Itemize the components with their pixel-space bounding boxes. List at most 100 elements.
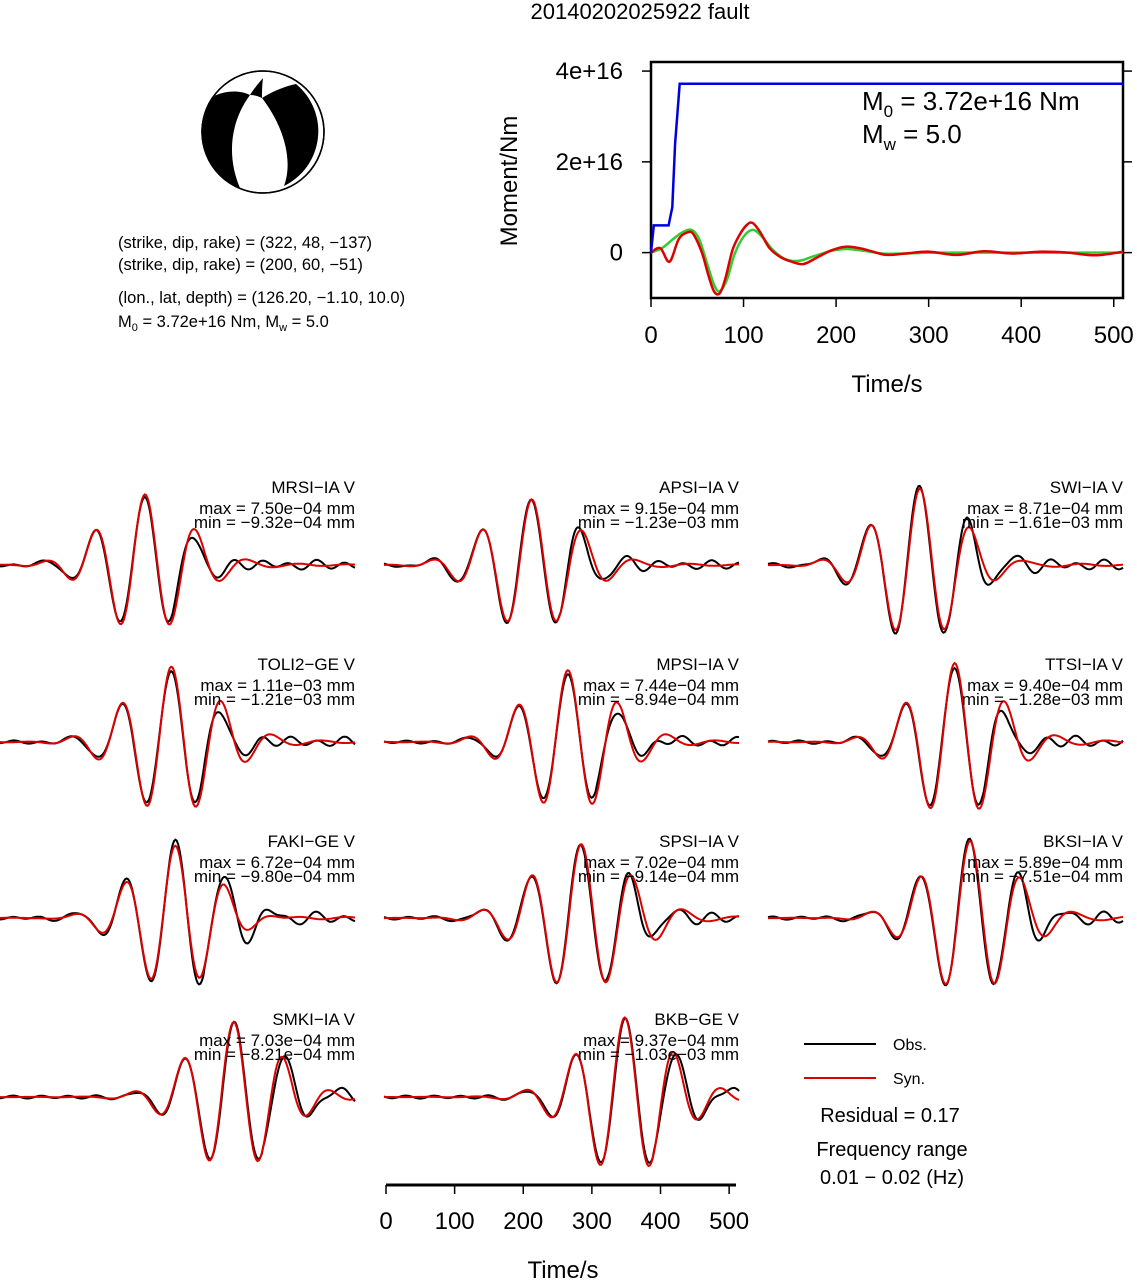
moment-ytick-label: 4e+16 (556, 58, 623, 85)
moment-ytick-label: 2e+16 (556, 149, 623, 176)
moment-xtick-label: 300 (909, 322, 949, 349)
moment-series-2 (650, 228, 1123, 293)
waveform-xtick-label: 0 (379, 1208, 392, 1235)
station-name: SWI−IA V (1050, 478, 1124, 497)
station-name: FAKI−GE V (268, 832, 356, 851)
moment-xtick-label: 200 (816, 322, 856, 349)
station-min: min = −1.23e−03 mm (578, 513, 739, 532)
moment-xtick-label: 400 (1001, 322, 1041, 349)
waveform-xtick-label: 400 (640, 1208, 680, 1235)
station-min: min = −8.21e−04 mm (194, 1045, 355, 1064)
station-max: max = 7.03e−04 mm (199, 1031, 355, 1050)
station-trace-syn (0, 665, 356, 808)
station-name: MPSI−IA V (656, 655, 739, 674)
station-trace-syn (384, 1016, 740, 1168)
station-name: APSI−IA V (659, 478, 740, 497)
waveform-time-axis: 0 100 200 300 400 500 (379, 1183, 749, 1235)
station-trace-syn (0, 493, 356, 626)
station-trace-syn (768, 839, 1124, 986)
nodal-plane-2-text: (strike, dip, rake) = (200, 60, −51) (118, 256, 363, 274)
station-trace-syn (768, 487, 1124, 632)
station-min: min = −7.51e−04 mm (962, 867, 1123, 886)
station-name: TOLI2−GE V (258, 655, 356, 674)
station-max: max = 9.37e−04 mm (583, 1031, 739, 1050)
moment-series (649, 82, 1124, 296)
waveform-xtick-label: 300 (572, 1208, 612, 1235)
station-max: max = 5.89e−04 mm (967, 853, 1123, 872)
station-max: max = 7.02e−04 mm (583, 853, 739, 872)
station-max: max = 1.11e−03 mm (200, 676, 355, 695)
station-name: MRSI−IA V (271, 478, 355, 497)
station-min: min = −1.61e−03 mm (962, 513, 1123, 532)
moment-xtick-label: 500 (1094, 322, 1134, 349)
station-name: SMKI−IA V (272, 1010, 355, 1029)
moment-xtick-label: 0 (644, 322, 657, 349)
station-max: max = 7.44e−04 mm (583, 676, 739, 695)
station-min: min = −9.14e−04 mm (578, 867, 739, 886)
moment-plot-frame (649, 60, 1125, 300)
station-trace-syn (384, 843, 740, 984)
moment-function-plot: 0 100 200 300 400 500 0 2e+16 4e+16 Moment/Nm Ti… (496, 58, 1134, 398)
moment-xlabel: Time/s (851, 371, 922, 398)
location-text: (lon., lat, depth) = (126.20, −1.10, 10.… (118, 289, 405, 307)
waveform-xtick-label: 500 (709, 1208, 749, 1235)
station-name: BKSI−IA V (1043, 832, 1124, 851)
moment-summary-text: M0 = 3.72e+16 Nm, Mw = 5.0 (118, 313, 329, 334)
frequency-range-text: 0.01 − 0.02 (Hz) (820, 1167, 964, 1189)
waveform-xlabel: Time/s (527, 1257, 598, 1280)
moment-mw-annotation: Mw = 5.0 (862, 119, 962, 154)
station-min: min = −1.21e−03 mm (194, 690, 355, 709)
station-trace-obs (0, 838, 356, 986)
moment-ytick-label: 0 (610, 240, 623, 267)
station-min: min = −1.28e−03 mm (962, 690, 1123, 709)
station-max: max = 7.50e−04 mm (199, 499, 355, 518)
station-trace-syn (384, 668, 739, 805)
station-max: max = 8.71e−04 mm (967, 499, 1123, 518)
station-max: max = 6.72e−04 mm (199, 853, 355, 872)
nodal-plane-1-text: (strike, dip, rake) = (322, 48, −137) (118, 234, 372, 252)
station-trace-syn (768, 661, 1124, 810)
legend-obs-label: Obs. (893, 1037, 927, 1054)
station-trace-syn (384, 498, 739, 623)
station-max: max = 9.40e−04 mm (967, 676, 1123, 695)
moment-ylabel: Moment/Nm (496, 116, 523, 247)
beachball (201, 70, 325, 194)
figure-title: 20140202025922 fault (531, 0, 750, 24)
moment-m0-annotation: M0 = 3.72e+16 Nm (862, 86, 1080, 121)
station-min: min = −1.03e−03 mm (578, 1045, 739, 1064)
waveform-xtick-label: 200 (503, 1208, 543, 1235)
station-name: TTSI−IA V (1045, 655, 1124, 674)
station-name: SPSI−IA V (659, 832, 740, 851)
moment-axis-ticks: 0 100 200 300 400 500 0 2e+16 4e+16 (556, 58, 1134, 349)
waveform-xtick-label: 100 (435, 1208, 475, 1235)
station-min: min = −8.94e−04 mm (578, 690, 739, 709)
moment-series-1 (650, 221, 1124, 296)
station-trace-obs (0, 495, 356, 623)
station-trace-syn (0, 1020, 356, 1163)
station-min: min = −9.80e−04 mm (194, 867, 355, 886)
station-max: max = 9.15e−04 mm (583, 499, 739, 518)
moment-series-0 (649, 82, 1123, 253)
frequency-range-title: Frequency range (816, 1139, 967, 1161)
legend-syn-label: Syn. (893, 1071, 925, 1088)
station-min: min = −9.32e−04 mm (194, 513, 355, 532)
residual-text: Residual = 0.17 (820, 1105, 960, 1127)
moment-xtick-label: 100 (724, 322, 764, 349)
waveform-legend: Obs. Syn. Residual = 0.17 Frequency rang… (804, 1037, 968, 1189)
station-trace-syn (0, 844, 356, 980)
station-trace-obs (767, 484, 1124, 635)
station-name: BKB−GE V (654, 1010, 739, 1029)
